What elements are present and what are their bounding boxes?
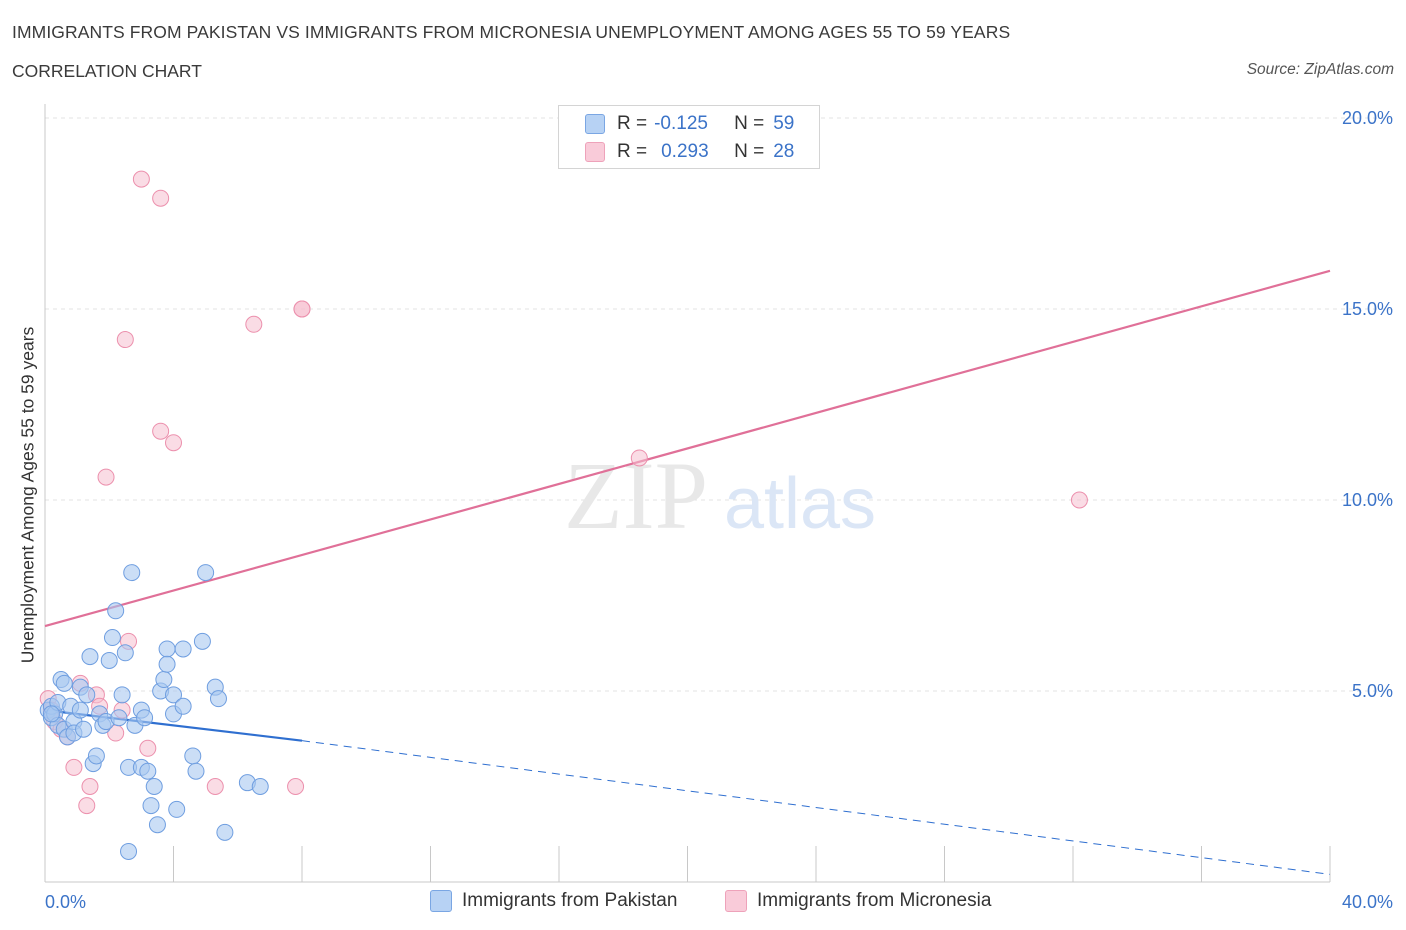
x-tick-label: 0.0%: [45, 892, 86, 912]
data-point-pakistan: [139, 762, 157, 780]
watermark: ZIP atlas: [564, 442, 876, 549]
data-point-micronesia: [139, 739, 157, 757]
y-tick-label: 20.0%: [1342, 108, 1393, 128]
data-point-pakistan: [165, 686, 182, 704]
watermark-atlas: atlas: [724, 464, 876, 544]
data-point-micronesia: [132, 170, 150, 188]
data-point-pakistan: [123, 564, 141, 582]
data-point-micronesia: [245, 315, 263, 333]
data-point-micronesia: [206, 778, 224, 795]
data-point-pakistan: [155, 671, 173, 689]
bottom-swatch-micronesia: [725, 890, 747, 912]
data-point-pakistan: [136, 709, 154, 727]
chart-title: IMMIGRANTS FROM PAKISTAN VS IMMIGRANTS F…: [12, 22, 1011, 42]
legend-row-pakistan: R = -0.125 N = 59: [585, 112, 794, 136]
data-point-pakistan: [110, 709, 128, 727]
bottom-legend-micronesia: Immigrants from Micronesia: [725, 888, 991, 914]
data-point-pakistan: [184, 747, 202, 765]
data-point-pakistan: [174, 697, 192, 715]
legend-n-label: N =: [734, 113, 765, 134]
legend-r-label: R =: [617, 141, 648, 162]
data-point-micronesia: [165, 434, 182, 452]
data-point-pakistan: [71, 701, 89, 719]
bottom-legend-micronesia-label: Immigrants from Micronesia: [757, 890, 992, 911]
bottom-legend-pakistan-label: Immigrants from Pakistan: [462, 890, 678, 911]
trend-line-micronesia: [44, 269, 1331, 628]
tick-labels: 5.0% 10.0% 15.0% 20.0% 0.0% 40.0%: [45, 108, 1393, 912]
data-point-pakistan: [209, 690, 227, 708]
data-point-pakistan: [158, 655, 176, 673]
data-point-pakistan: [158, 640, 176, 658]
data-point-micronesia: [630, 449, 648, 467]
data-point-pakistan: [81, 648, 99, 666]
data-point-pakistan: [78, 686, 96, 704]
data-point-pakistan: [174, 640, 192, 658]
data-point-pakistan: [75, 720, 93, 738]
data-point-pakistan: [87, 747, 105, 765]
stats-legend: R = -0.125 N = 59 R = 0.293 N = 28: [558, 105, 820, 169]
data-point-micronesia: [116, 331, 134, 349]
data-point-pakistan: [103, 629, 121, 647]
bottom-legend-pakistan: Immigrants from Pakistan: [430, 888, 677, 914]
grid-lines: [45, 117, 1392, 692]
data-point-pakistan: [148, 816, 166, 834]
legend-n-label: N =: [734, 141, 765, 162]
legend-r-value: 0.293: [661, 141, 709, 162]
trend-line-pakistan-extension: [301, 740, 1331, 875]
bottom-swatch-pakistan: [430, 890, 452, 912]
y-axis-label: Unemployment Among Ages 55 to 59 years: [17, 326, 38, 664]
legend-n-value: 28: [773, 141, 795, 162]
data-point-micronesia: [81, 778, 99, 795]
data-point-pakistan: [42, 705, 60, 723]
data-point-pakistan: [197, 564, 215, 582]
data-point-pakistan: [142, 797, 160, 815]
data-point-pakistan: [187, 762, 205, 780]
data-point-micronesia: [152, 189, 170, 207]
data-points: [39, 170, 1088, 860]
legend-swatch-micronesia: [585, 142, 605, 162]
data-point-pakistan: [55, 674, 73, 692]
data-point-pakistan: [107, 602, 125, 620]
data-point-pakistan: [116, 644, 134, 662]
legend-row-micronesia: R = 0.293 N = 28: [585, 140, 794, 164]
trend-line-pakistan: [44, 709, 303, 742]
x-tick-label: 40.0%: [1342, 892, 1393, 912]
trend-lines: [44, 269, 1331, 875]
chart-subtitle: CORRELATION CHART: [12, 61, 202, 81]
data-point-pakistan: [168, 800, 186, 818]
legend-n-value: 59: [773, 113, 795, 134]
y-tick-label: 15.0%: [1342, 299, 1393, 319]
legend-r-label: R =: [617, 113, 648, 134]
y-tick-label: 5.0%: [1352, 681, 1393, 701]
data-point-micronesia: [78, 797, 96, 815]
y-tick-label: 10.0%: [1342, 490, 1393, 510]
data-point-pakistan: [113, 686, 131, 704]
source-credit: Source: ZipAtlas.com: [1246, 61, 1394, 78]
data-point-pakistan: [251, 778, 269, 795]
data-point-micronesia: [152, 422, 170, 440]
data-point-micronesia: [65, 758, 83, 776]
axes: [44, 104, 1331, 883]
legend-r-value: -0.125: [654, 113, 708, 134]
data-point-pakistan: [100, 651, 118, 669]
data-point-micronesia: [1070, 491, 1088, 509]
data-point-micronesia: [97, 468, 115, 486]
legend-swatch-pakistan: [585, 114, 605, 134]
data-point-pakistan: [145, 778, 163, 795]
data-point-pakistan: [216, 823, 234, 841]
data-point-pakistan: [193, 632, 211, 650]
data-point-micronesia: [293, 300, 311, 318]
data-point-pakistan: [120, 842, 138, 860]
data-point-micronesia: [287, 778, 305, 795]
